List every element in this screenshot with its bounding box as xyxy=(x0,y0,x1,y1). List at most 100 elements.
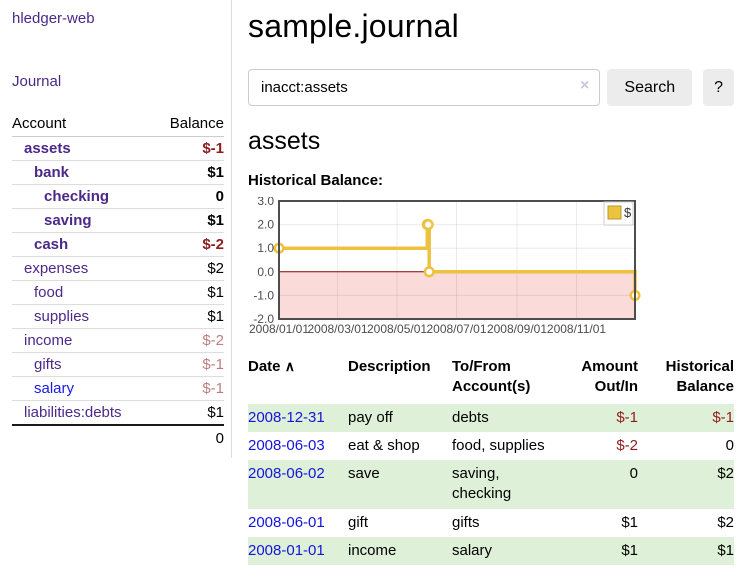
account-balance: 0 xyxy=(153,184,224,209)
y-axis-tick-label: 3.0 xyxy=(257,197,274,208)
account-row: salary $-1 xyxy=(12,376,224,401)
account-balance: $1 xyxy=(153,160,224,185)
legend-label: $ xyxy=(624,205,632,220)
account-row: supplies $1 xyxy=(12,304,224,329)
transaction-row: 2008-01-01 income salary $1 $1 xyxy=(248,536,734,565)
transaction-date-link[interactable]: 2008-06-03 xyxy=(248,436,325,454)
transaction-balance: $1 xyxy=(717,541,734,559)
account-balance: $1 xyxy=(153,208,224,233)
x-axis-tick-label: 2008/03/01 xyxy=(307,322,367,336)
clear-search-icon[interactable]: × xyxy=(580,77,590,94)
search-input[interactable] xyxy=(248,69,601,106)
transaction-balance: 0 xyxy=(725,436,734,454)
account-link[interactable]: salary xyxy=(34,380,75,397)
account-row: bank $1 xyxy=(12,160,224,185)
transaction-description: income xyxy=(348,541,397,559)
account-balance: $2 xyxy=(153,256,224,281)
account-name-cell: assets xyxy=(12,137,154,161)
account-name-cell: checking xyxy=(12,184,154,209)
account-name-cell: liabilities:debts xyxy=(12,400,154,425)
transaction-amount: $1 xyxy=(621,513,638,531)
y-axis-tick-label: 1.0 xyxy=(257,241,274,255)
transaction-amount: $-1 xyxy=(616,408,638,426)
transaction-accounts: gifts xyxy=(452,513,480,531)
account-row: expenses $2 xyxy=(12,256,224,281)
account-link[interactable]: food xyxy=(34,284,64,301)
account-link[interactable]: saving xyxy=(44,212,92,229)
account-link[interactable]: income xyxy=(24,332,73,349)
account-balance: $-1 xyxy=(153,376,224,401)
y-axis-tick-label: -2.0 xyxy=(253,312,274,326)
transaction-row: 2008-06-01 gift gifts $1 $2 xyxy=(248,509,734,537)
accounts-total-spacer xyxy=(12,424,154,450)
transaction-row: 2008-06-03 eat & shop food, supplies $-2 0 xyxy=(248,432,734,460)
data-point-marker xyxy=(422,219,434,231)
transaction-amount: $-2 xyxy=(616,436,638,454)
y-axis-tick-label: 2.0 xyxy=(257,218,274,232)
account-name-cell: cash xyxy=(12,232,154,257)
account-row: gifts $-1 xyxy=(12,352,224,377)
account-heading: assets xyxy=(248,127,321,155)
transaction-date-link[interactable]: 2008-01-01 xyxy=(248,541,325,559)
transaction-balance: $-1 xyxy=(712,408,734,426)
legend-swatch xyxy=(607,205,622,220)
main-content: sample.journal × Search ? assets Histori… xyxy=(232,0,742,565)
account-row: checking 0 xyxy=(12,184,224,209)
transaction-date-link[interactable]: 2008-06-01 xyxy=(248,513,325,531)
account-balance: $-1 xyxy=(153,352,224,377)
transaction-date-link[interactable]: 2008-06-02 xyxy=(248,465,325,482)
search-button[interactable]: Search xyxy=(607,69,693,106)
transaction-accounts: saving, checking xyxy=(452,465,512,503)
help-button[interactable]: ? xyxy=(703,69,734,106)
y-axis-tick-label: 0.0 xyxy=(257,265,274,279)
account-link[interactable]: supplies xyxy=(34,308,90,325)
account-name-cell: expenses xyxy=(12,256,154,281)
account-balance: $-2 xyxy=(153,328,224,353)
x-axis-tick-label: 2008/11/01 xyxy=(547,322,606,336)
transaction-date-link[interactable]: 2008-12-31 xyxy=(248,408,325,426)
transaction-date-cell: 2008-06-03 xyxy=(248,432,348,460)
account-name-cell: food xyxy=(12,280,154,305)
y-axis-tick-label: -1.0 xyxy=(253,288,274,302)
transaction-row: 2008-06-02 save saving, checking 0 $2 xyxy=(248,460,734,509)
column-header-date[interactable]: Date ∧ xyxy=(248,358,295,375)
account-link[interactable]: gifts xyxy=(34,356,62,373)
transaction-date-cell: 2008-12-31 xyxy=(248,404,348,432)
transaction-description: eat & shop xyxy=(348,436,420,454)
account-link[interactable]: checking xyxy=(44,188,110,205)
sidebar-item-journal[interactable]: Journal xyxy=(12,73,62,90)
account-name-cell: gifts xyxy=(12,352,154,377)
accounts-total-row: 0 xyxy=(12,424,224,450)
account-balance: $1 xyxy=(153,304,224,329)
account-balance: $-1 xyxy=(202,140,224,157)
account-link[interactable]: bank xyxy=(34,164,70,181)
accounts-header-row: Account Balance xyxy=(12,112,224,137)
account-row: assets $-1 xyxy=(12,137,224,161)
register-table: Date ∧ Description To/From Account(s) Am… xyxy=(248,355,734,565)
accounts-table: Account Balance assets $-1 bank $1 checking 0… xyxy=(12,112,224,450)
transaction-accounts: salary xyxy=(452,541,493,559)
account-name-cell: supplies xyxy=(12,304,154,329)
account-link[interactable]: assets xyxy=(24,140,71,157)
transaction-accounts: food, supplies xyxy=(452,436,545,454)
transaction-balance: $2 xyxy=(717,465,734,482)
account-link[interactable]: cash xyxy=(34,236,69,253)
transaction-date-cell: 2008-01-01 xyxy=(248,537,348,565)
transaction-description: save xyxy=(348,465,380,482)
sort-ascending-icon: ∧ xyxy=(284,358,295,374)
column-header-description: Description xyxy=(348,358,431,375)
data-point-marker xyxy=(423,266,435,278)
sidebar: hledger-web Journal Account Balance asse… xyxy=(0,0,232,458)
account-row: income $-2 xyxy=(12,328,224,353)
x-axis-tick-label: 2008/01/01 xyxy=(249,322,309,336)
app-title-link[interactable]: hledger-web xyxy=(12,10,95,27)
account-link[interactable]: liabilities:debts xyxy=(24,404,122,421)
accounts-total-value: 0 xyxy=(153,424,224,450)
x-axis-tick-label: 2008/07/01 xyxy=(426,322,486,336)
x-axis-tick-label: 2008/05/01 xyxy=(367,322,427,336)
historical-balance-chart: $3.0 2.0 1.0 0.0 -1.0 -2.0 2008/01/01 2008/03/0… xyxy=(248,194,734,339)
account-link[interactable]: expenses xyxy=(24,260,89,277)
account-balance: $1 xyxy=(153,400,224,425)
transaction-description: gift xyxy=(348,513,369,531)
sidebar-nav: Journal xyxy=(12,73,224,91)
